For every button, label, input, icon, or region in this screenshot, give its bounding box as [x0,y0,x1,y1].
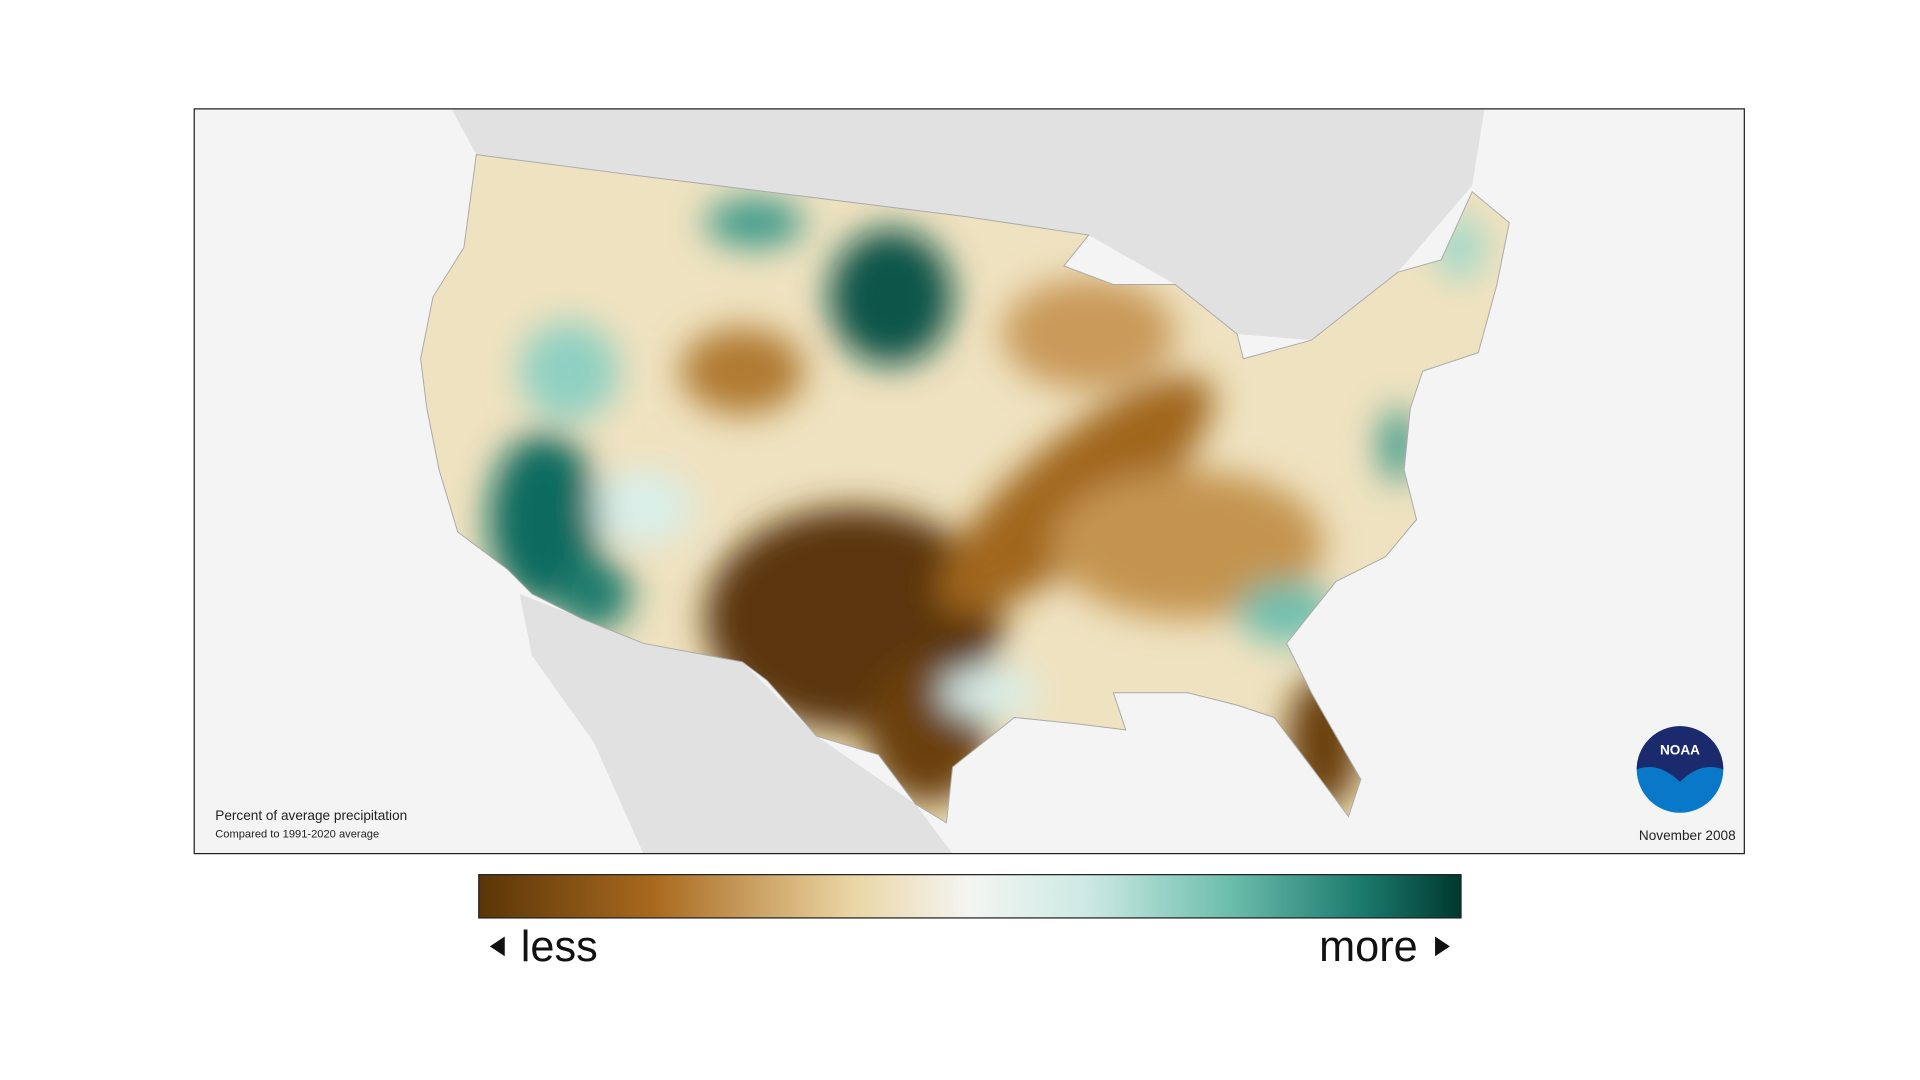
canada [451,108,1485,341]
mexico [519,593,953,854]
map-sublabel: Compared to 1991-2020 average [215,829,379,841]
logo-text: NOAA [1660,743,1700,758]
map-label: Percent of average precipitation [215,808,407,823]
map-frame [193,108,1745,855]
map [194,108,1745,854]
color-bar [478,874,1462,919]
noaa-logo: NOAA [1636,726,1724,813]
map-date: November 2008 [1639,828,1736,843]
legend-low: less [521,923,598,971]
arrow-left [489,936,505,957]
us-outline [420,154,1510,824]
legend-high: more [1319,923,1418,971]
arrow-right [1435,936,1450,957]
